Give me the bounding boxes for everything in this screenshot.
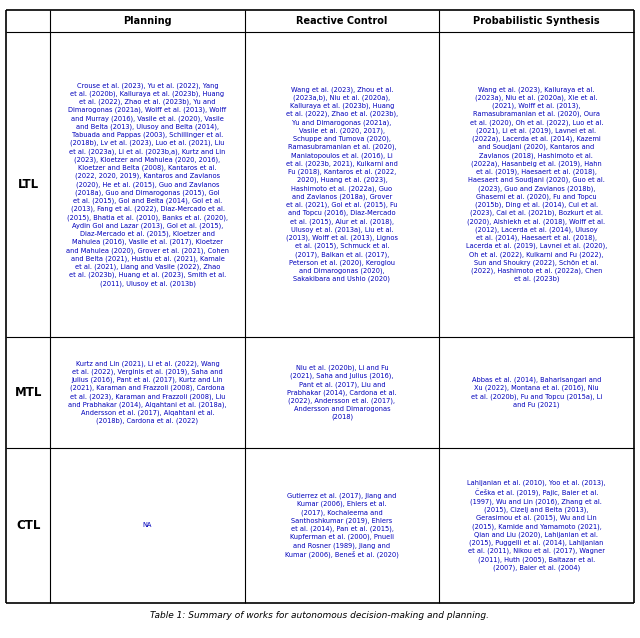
Text: MTL: MTL xyxy=(15,386,42,399)
Text: Lahijanian et al. (2010), Yoo et al. (2013),
Češka et al. (2019), Pajic, Baier e: Lahijanian et al. (2010), Yoo et al. (20… xyxy=(467,480,605,571)
Text: Gutierrez et al. (2017), Jiang and
Kumar (2006), Ehlers et al.
(2017), Kochaleem: Gutierrez et al. (2017), Jiang and Kumar… xyxy=(285,493,399,558)
Text: Niu et al. (2020b), Li and Fu
(2021), Saha and Julius (2016),
Pant et al. (2017): Niu et al. (2020b), Li and Fu (2021), Sa… xyxy=(287,364,397,420)
Text: CTL: CTL xyxy=(16,519,40,532)
Text: NA: NA xyxy=(143,523,152,528)
Text: Wang et al. (2023), Zhou et al.
(2023a,b), Niu et al. (2020a),
Kalluraya et al. : Wang et al. (2023), Zhou et al. (2023a,b… xyxy=(286,86,398,283)
Text: Reactive Control: Reactive Control xyxy=(296,16,388,26)
Text: Probabilistic Synthesis: Probabilistic Synthesis xyxy=(473,16,600,26)
Text: LTL: LTL xyxy=(18,178,39,191)
Text: Table 1: Summary of works for autonomous decision-making and planning.: Table 1: Summary of works for autonomous… xyxy=(150,611,490,619)
Text: Planning: Planning xyxy=(124,16,172,26)
Text: Wang et al. (2023), Kalluraya et al.
(2023a), Niu et al. (2020a), Xie et al.
(20: Wang et al. (2023), Kalluraya et al. (20… xyxy=(466,86,607,283)
Text: Abbas et al. (2014), Baharisangari and
Xu (2022), Montana et al. (2016), Niu
et : Abbas et al. (2014), Baharisangari and X… xyxy=(471,376,602,408)
Text: Kurtz and Lin (2021), Li et al. (2022), Wang
et al. (2022), Verginis et al. (201: Kurtz and Lin (2021), Li et al. (2022), … xyxy=(68,360,227,424)
Text: Crouse et al. (2023), Yu et al. (2022), Yang
et al. (2020b), Kalluraya et al. (2: Crouse et al. (2023), Yu et al. (2022), … xyxy=(66,82,229,286)
